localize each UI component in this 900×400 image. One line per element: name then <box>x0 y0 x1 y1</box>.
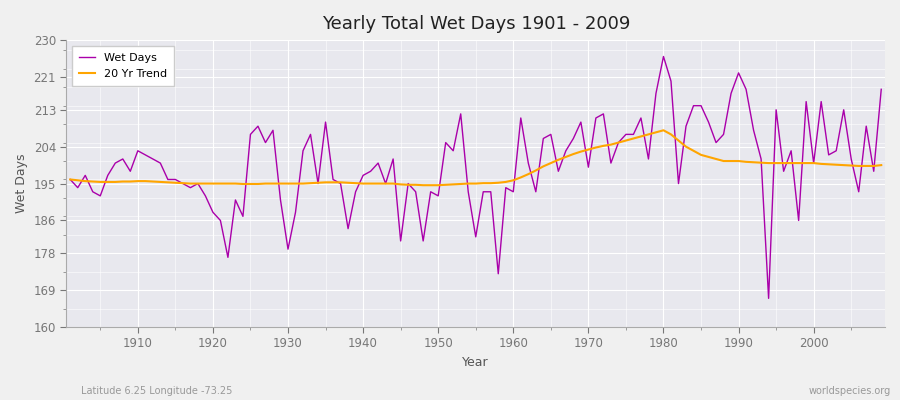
20 Yr Trend <box>65 177 76 182</box>
Wet Days <box>500 185 511 190</box>
Legend: Wet Days, 20 Yr Trend: Wet Days, 20 Yr Trend <box>72 46 174 86</box>
20 Yr Trend <box>290 181 301 186</box>
X-axis label: Year: Year <box>463 356 489 369</box>
Text: worldspecies.org: worldspecies.org <box>809 386 891 396</box>
Y-axis label: Wet Days: Wet Days <box>15 154 28 213</box>
Wet Days <box>876 87 886 92</box>
20 Yr Trend <box>606 142 616 147</box>
20 Yr Trend <box>876 163 886 168</box>
Wet Days <box>763 296 774 301</box>
20 Yr Trend <box>335 180 346 185</box>
20 Yr Trend <box>508 178 518 183</box>
Wet Days <box>658 54 669 59</box>
Wet Days <box>65 177 76 182</box>
Line: 20 Yr Trend: 20 Yr Trend <box>70 130 881 185</box>
Wet Days <box>290 210 301 215</box>
Title: Yearly Total Wet Days 1901 - 2009: Yearly Total Wet Days 1901 - 2009 <box>321 15 630 33</box>
20 Yr Trend <box>658 128 669 133</box>
Line: Wet Days: Wet Days <box>70 56 881 298</box>
20 Yr Trend <box>418 183 428 188</box>
20 Yr Trend <box>516 175 526 180</box>
Wet Days <box>335 181 346 186</box>
Wet Days <box>598 112 608 116</box>
20 Yr Trend <box>125 179 136 184</box>
Text: Latitude 6.25 Longitude -73.25: Latitude 6.25 Longitude -73.25 <box>81 386 232 396</box>
Wet Days <box>508 189 518 194</box>
Wet Days <box>125 169 136 174</box>
